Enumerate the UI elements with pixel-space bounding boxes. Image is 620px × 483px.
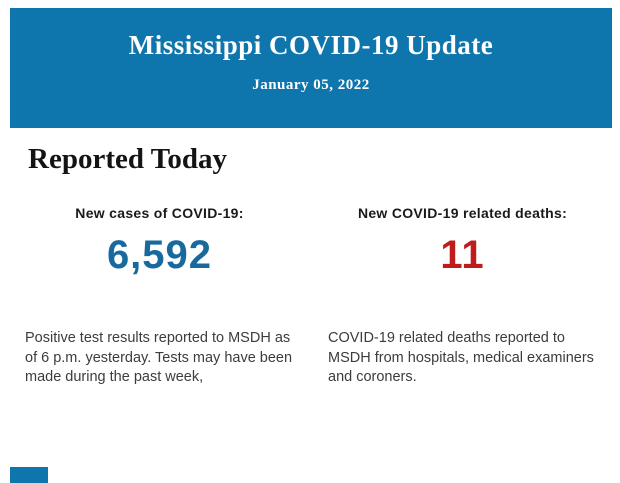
new-deaths-value: 11 — [440, 233, 485, 277]
header-date: January 05, 2022 — [252, 77, 370, 93]
new-cases-value: 6,592 — [106, 233, 213, 277]
stats-grid: New cases of COVID-19: 6,592 Positive te… — [10, 205, 612, 388]
stat-new-cases: New cases of COVID-19: 6,592 Positive te… — [25, 205, 294, 388]
stat-new-deaths: New COVID-19 related deaths: 11 COVID-19… — [328, 205, 597, 388]
header-banner: Mississippi COVID-19 Update January 05, … — [10, 8, 612, 128]
section-title: Reported Today — [28, 143, 228, 175]
new-deaths-description: COVID-19 related deaths reported to MSDH… — [328, 330, 594, 386]
page-title: Mississippi COVID-19 Update — [128, 30, 494, 60]
next-section-band-sliver — [10, 467, 48, 483]
new-cases-description: Positive test results reported to MSDH a… — [25, 330, 293, 386]
new-deaths-label: New COVID-19 related deaths: — [357, 205, 568, 221]
new-cases-label: New cases of COVID-19: — [75, 205, 244, 221]
